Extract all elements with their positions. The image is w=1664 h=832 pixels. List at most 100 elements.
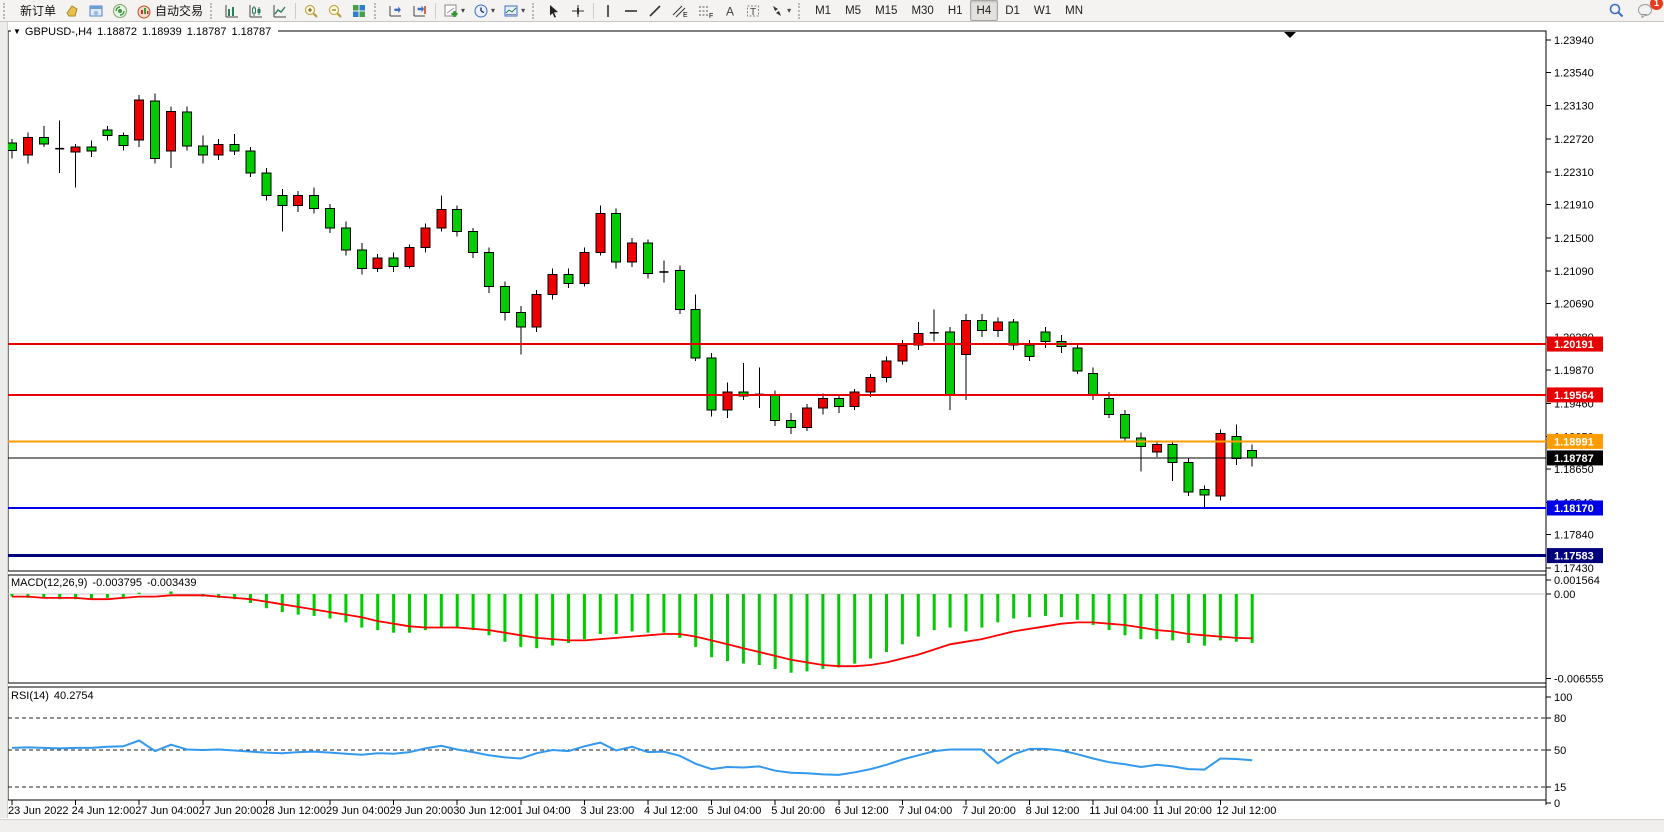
toolbar-grip[interactable] xyxy=(374,2,381,19)
svg-text:100: 100 xyxy=(1554,692,1572,704)
timeframe-m1[interactable]: M1 xyxy=(815,4,832,17)
time-axis[interactable]: 23 Jun 2022 24 Jun 12:00 27 Jun 04:00 27 Ju… xyxy=(8,800,1276,817)
candle-down xyxy=(325,208,335,229)
svg-text:1.21090: 1.21090 xyxy=(1554,266,1594,278)
toolbar-grip[interactable] xyxy=(798,2,805,19)
new-order-button[interactable]: 新订单 xyxy=(13,0,60,21)
svg-text:E: E xyxy=(683,12,688,19)
candle-up xyxy=(22,136,33,156)
timeframe-h4[interactable]: H4 xyxy=(969,0,999,21)
candle-down xyxy=(277,195,288,206)
svg-text:30 Jun 12:00: 30 Jun 12:00 xyxy=(453,805,517,817)
toolbar-grip[interactable] xyxy=(3,2,10,19)
auto-scroll-icon[interactable] xyxy=(384,0,408,21)
svg-text:F: F xyxy=(709,13,713,19)
svg-text:1.18787: 1.18787 xyxy=(1554,453,1594,465)
timeframe-h1[interactable]: H1 xyxy=(947,4,963,17)
candle-down xyxy=(468,230,479,253)
candle-down xyxy=(1104,397,1115,416)
candle-down xyxy=(706,357,717,411)
candle-down xyxy=(38,136,49,145)
chart-shift-icon[interactable] xyxy=(408,0,432,21)
pane-frames xyxy=(7,30,1547,805)
zoom-out-icon[interactable] xyxy=(323,0,347,21)
chart-shift-marker[interactable] xyxy=(1284,32,1296,38)
timeframe-m15[interactable]: M15 xyxy=(875,4,898,17)
candle-up xyxy=(579,251,590,284)
candle-up xyxy=(897,344,908,362)
text-tool[interactable]: A xyxy=(719,0,741,21)
svg-text:24 Jun 12:00: 24 Jun 12:00 xyxy=(72,805,136,817)
candle-down xyxy=(356,249,367,270)
symbol-collapse-icon[interactable]: ▼ xyxy=(13,27,21,36)
crosshair-tool[interactable] xyxy=(566,0,590,21)
svg-text:1.19564: 1.19564 xyxy=(1554,390,1595,402)
timeframe-m5[interactable]: M5 xyxy=(845,4,862,17)
zoom-in-icon[interactable] xyxy=(299,0,323,21)
svg-text:1.20690: 1.20690 xyxy=(1554,299,1594,311)
arrows-tool[interactable]: ▾ xyxy=(765,0,795,21)
new-chart-icon[interactable] xyxy=(60,0,84,21)
timeframe-mn[interactable]: MN xyxy=(1065,4,1084,17)
tile-windows-icon[interactable] xyxy=(347,0,371,21)
timeframe-w1[interactable]: W1 xyxy=(1033,4,1052,17)
equidistant-channel-tool[interactable]: E xyxy=(667,0,693,21)
candle-down xyxy=(197,145,208,156)
svg-text:1.22720: 1.22720 xyxy=(1554,134,1594,146)
candle-down xyxy=(515,312,526,328)
rsi-value: 40.2754 xyxy=(53,690,94,702)
candle-down xyxy=(484,251,494,288)
trendline-tool[interactable] xyxy=(643,0,667,21)
search-icon[interactable] xyxy=(1604,0,1629,21)
svg-text:1.23940: 1.23940 xyxy=(1554,35,1594,47)
notifications-button[interactable]: 1 xyxy=(1633,0,1663,21)
candle-down xyxy=(499,286,510,314)
candle-up xyxy=(547,273,558,296)
periods-button[interactable]: ▾ xyxy=(469,0,499,21)
line-chart-icon[interactable] xyxy=(268,0,292,21)
svg-text:1.20191: 1.20191 xyxy=(1554,339,1594,351)
autotrade-button[interactable]: 自动交易 xyxy=(132,0,207,21)
toolbar-separator xyxy=(593,2,595,19)
level-lines[interactable]: 1.20191 1.19564 1.18991 1.18787 1.18170 1.175… xyxy=(8,336,1603,564)
rsi-line xyxy=(11,739,1253,776)
market-watch-icon[interactable] xyxy=(84,0,108,21)
status-strip xyxy=(0,819,1664,832)
indicators-add-button[interactable]: ▾ xyxy=(439,0,469,21)
macd-pane[interactable] xyxy=(8,591,1546,673)
text-label-tool[interactable]: T xyxy=(741,0,765,21)
timeframe-d1[interactable]: D1 xyxy=(1005,4,1020,17)
horizontal-line-tool[interactable] xyxy=(619,0,643,21)
svg-text:1.19870: 1.19870 xyxy=(1554,365,1594,377)
signals-icon[interactable] xyxy=(108,0,132,21)
candle-up xyxy=(865,376,876,393)
candle-up xyxy=(134,99,145,141)
candle-down xyxy=(388,257,399,267)
candle-down xyxy=(181,111,192,147)
candlestick-chart-icon[interactable] xyxy=(244,0,268,21)
candle-up xyxy=(849,391,860,408)
candle-up xyxy=(436,209,447,229)
svg-text:1.18991: 1.18991 xyxy=(1554,436,1594,448)
timeframe-m30[interactable]: M30 xyxy=(911,4,934,17)
candle-down xyxy=(690,308,701,359)
toolbar-grip[interactable] xyxy=(532,2,539,19)
fibonacci-tool[interactable]: F xyxy=(693,0,719,21)
bar-chart-icon[interactable] xyxy=(220,0,244,21)
candle-up xyxy=(817,397,828,409)
rsi-indicator-label: RSI(14) 40.2754 xyxy=(11,690,99,702)
candle-up xyxy=(372,257,383,270)
chevron-down-icon: ▾ xyxy=(521,6,526,15)
candle-down xyxy=(1008,321,1019,346)
price-badge xyxy=(1547,336,1603,352)
svg-text:15: 15 xyxy=(1554,782,1566,794)
notification-badge: 1 xyxy=(1650,0,1663,10)
templates-button[interactable]: ▾ xyxy=(499,0,529,21)
cursor-tool[interactable] xyxy=(542,0,566,21)
toolbar-grip[interactable] xyxy=(210,2,217,19)
rsi-pane[interactable] xyxy=(8,717,1546,788)
vertical-line-tool[interactable] xyxy=(597,0,619,21)
macd-name: MACD(12,26,9) xyxy=(11,577,88,589)
